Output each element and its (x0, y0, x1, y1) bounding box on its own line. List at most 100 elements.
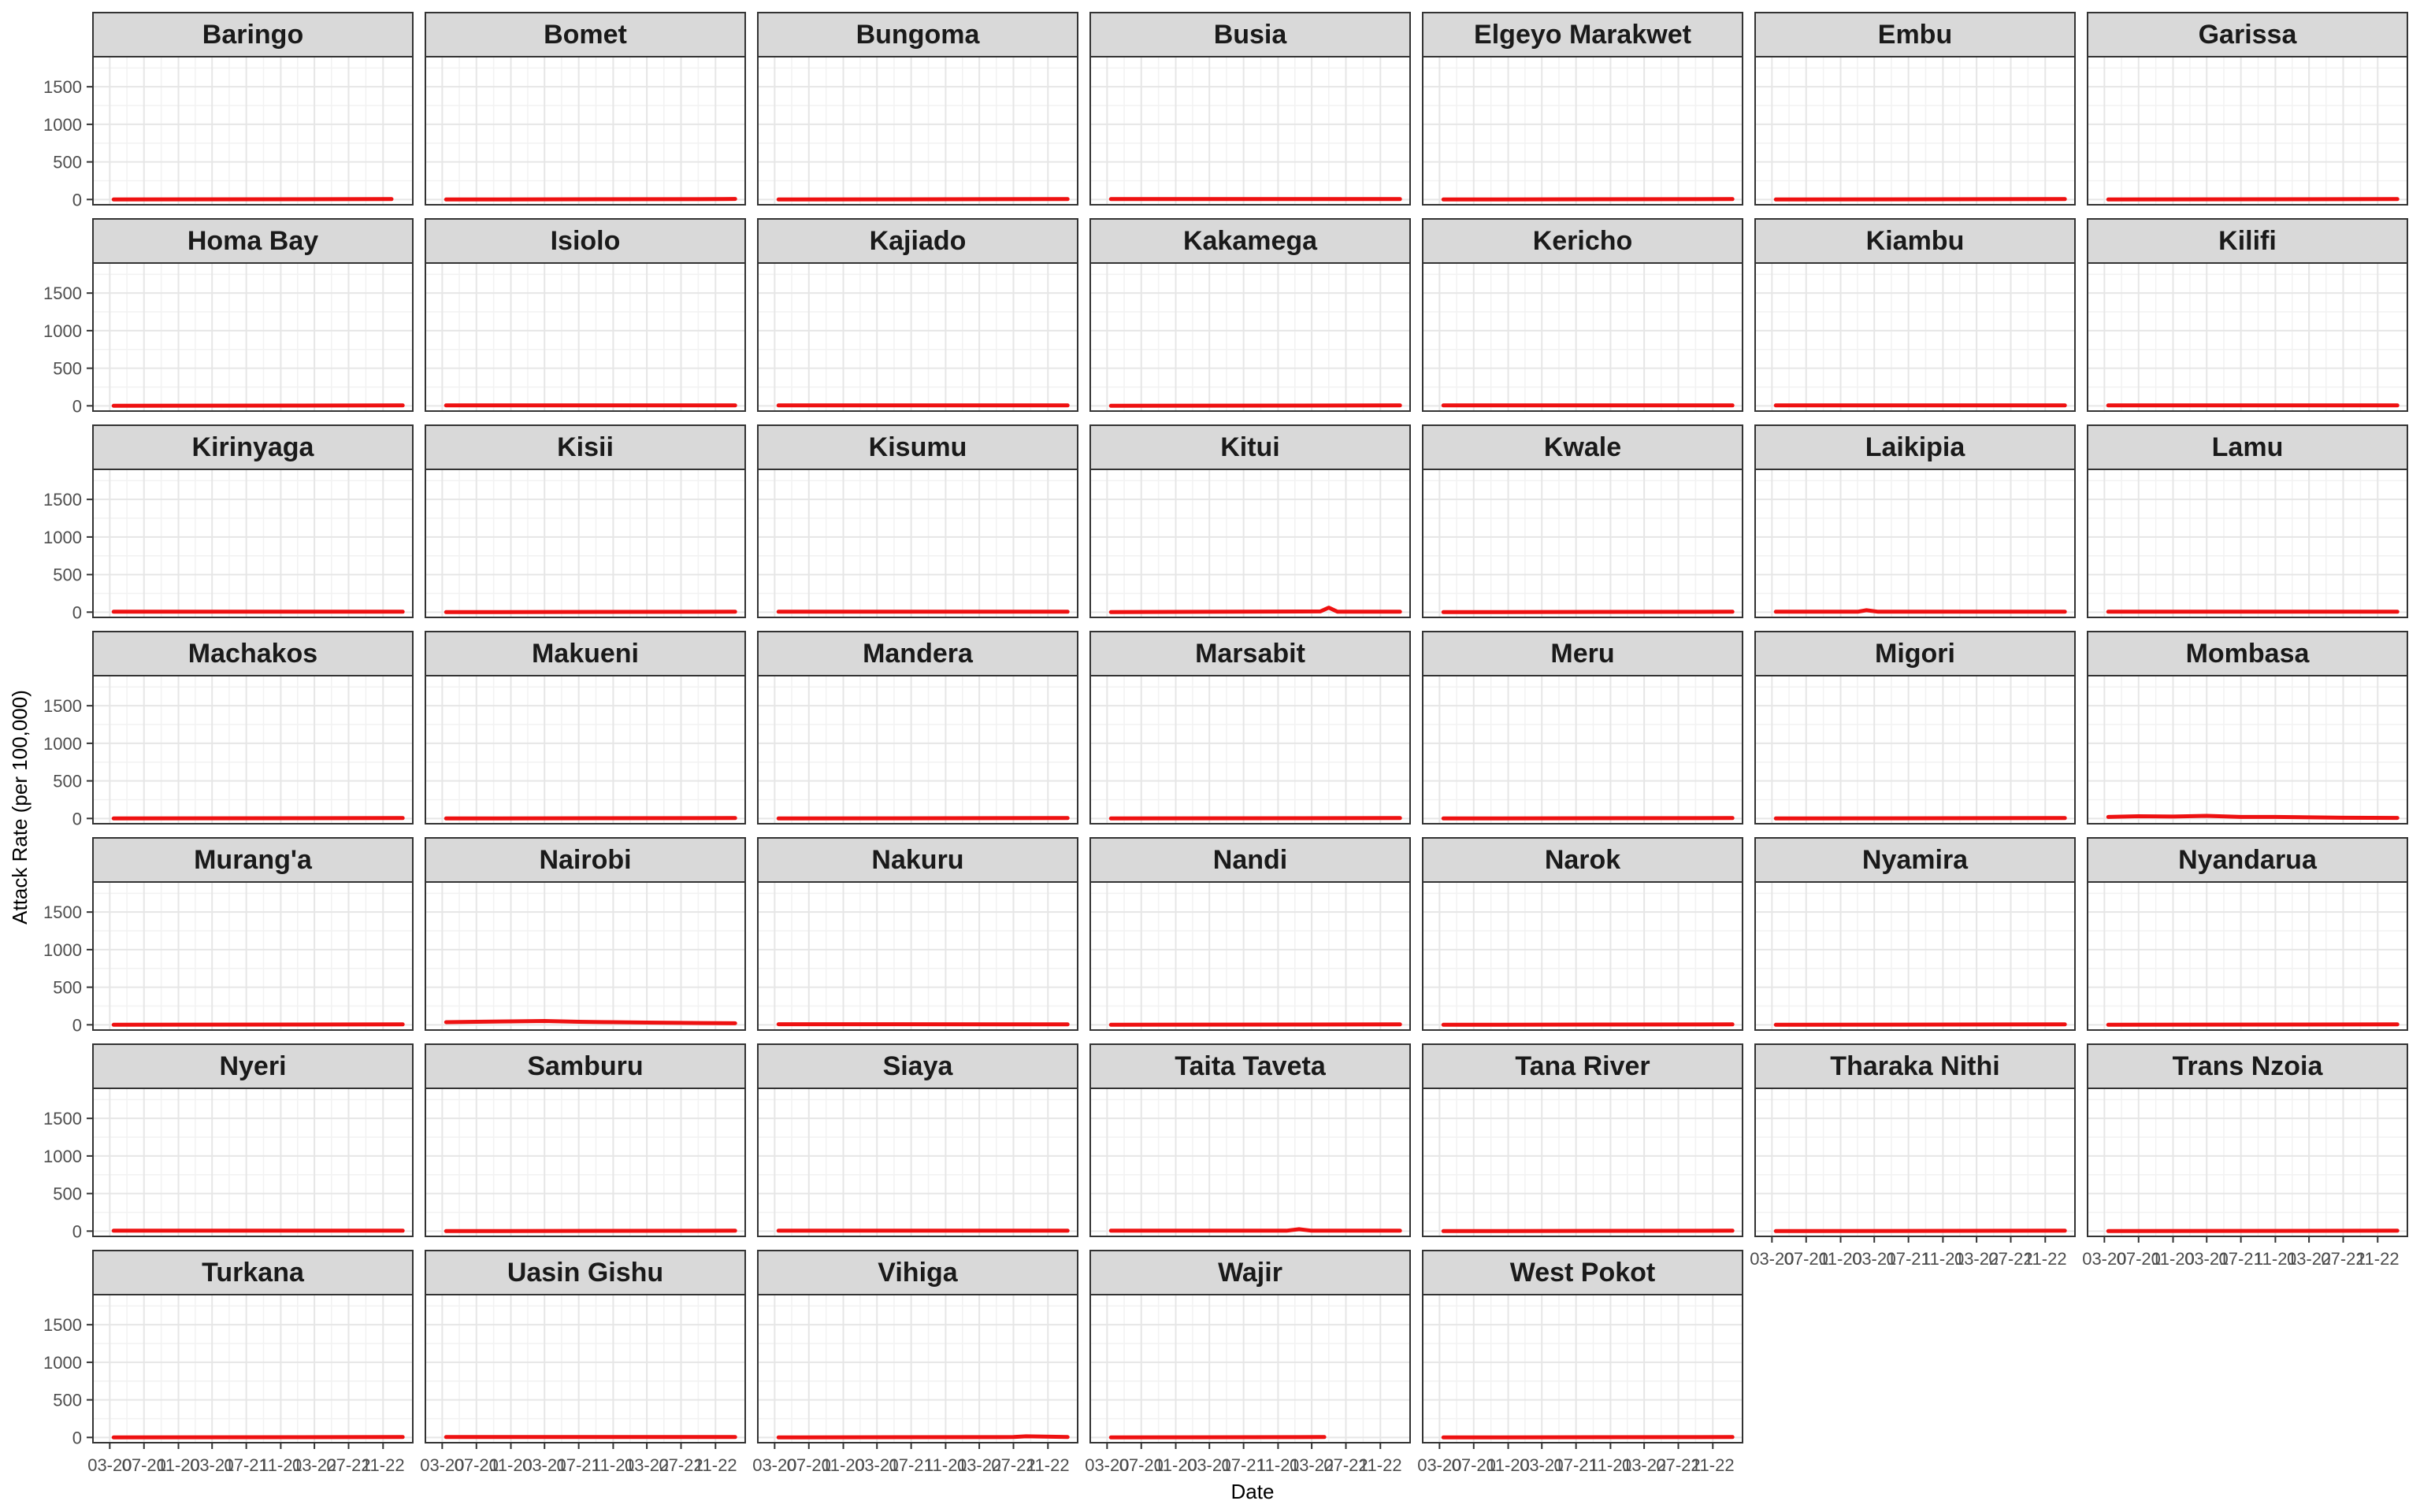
x-tick-label: 07-20 (122, 1455, 166, 1475)
panel-border (92, 469, 414, 618)
facet-strip (1754, 1043, 2076, 1089)
facet-label: Marsabit (1195, 639, 1305, 669)
facet-panel: Trans Nzoia03-2007-2011-2003-2107-2111-2… (2082, 1043, 2408, 1269)
plot-background (1423, 1088, 1743, 1236)
facet-label: Nyandarua (2178, 845, 2318, 875)
x-tick-label: 07-21 (1553, 1455, 1598, 1475)
facet-strip (757, 424, 1078, 470)
panel-border (1754, 675, 2076, 825)
facet-label: Mombasa (2186, 639, 2311, 669)
panel-border (425, 262, 746, 412)
facet-panel: Kitui (1089, 424, 1411, 618)
facet-panel: Bungoma (757, 12, 1078, 206)
x-tick-label: 03-22 (625, 1455, 669, 1475)
series-line (1441, 197, 1735, 202)
x-tick-label: 11-20 (1819, 1249, 1862, 1269)
x-tick-label: 07-21 (1221, 1455, 1265, 1475)
x-tick-label: 07-22 (1656, 1455, 1700, 1475)
panel-border (1754, 56, 2076, 206)
facet-panel: Mandera (757, 631, 1078, 825)
x-tick-label: 03-20 (1085, 1455, 1129, 1475)
x-tick-label: 03-21 (190, 1455, 234, 1475)
facet-strip (757, 218, 1078, 264)
facet-label: Nakuru (871, 845, 963, 875)
y-tick-label: 1500 (43, 490, 82, 510)
plot-background (1090, 1295, 1410, 1443)
y-tick-label: 1000 (43, 1147, 82, 1166)
x-tick-label: 07-22 (1988, 1249, 2032, 1269)
panel-border (425, 1088, 746, 1237)
plot-background (1755, 263, 2075, 411)
plot-background (425, 57, 745, 205)
plot-background (93, 469, 413, 617)
plot-background (425, 263, 745, 411)
series-line (2106, 1228, 2400, 1233)
series-line (1441, 1228, 1735, 1233)
x-tick-label: 07-21 (224, 1455, 268, 1475)
facet-strip (425, 1250, 746, 1295)
x-tick-label: 03-21 (1187, 1455, 1231, 1475)
y-tick-label: 500 (53, 565, 82, 585)
plot-background (2088, 263, 2407, 411)
plot-background (1090, 57, 1410, 205)
facet-strip (1754, 631, 2076, 676)
y-tick-label: 1500 (43, 1315, 82, 1335)
y-tick-label: 1500 (43, 284, 82, 303)
plot-background (758, 676, 1078, 824)
facet-strip (2087, 424, 2408, 470)
panel-border (1089, 262, 1411, 412)
plot-background (758, 57, 1078, 205)
panel-border (1422, 56, 1743, 206)
y-tick-label: 500 (53, 978, 82, 998)
panel-border (2087, 56, 2408, 206)
facet-panel: Tharaka Nithi03-2007-2011-2003-2107-2111… (1750, 1043, 2076, 1269)
panel-border (757, 1294, 1078, 1443)
facet-label: Bungoma (856, 20, 981, 50)
panel-border (1754, 1088, 2076, 1237)
series-line (776, 816, 1070, 821)
panel-border (92, 675, 414, 825)
facet-label: Migori (1875, 639, 1955, 669)
plot-background (2088, 882, 2407, 1030)
x-tick-label: 07-22 (326, 1455, 370, 1475)
facet-panel: Kisumu (757, 424, 1078, 618)
facet-strip (92, 1250, 414, 1295)
panel-border (92, 56, 414, 206)
panel-border (757, 262, 1078, 412)
series-line (1773, 1228, 2067, 1233)
facet-label: Nairobi (539, 845, 631, 875)
facet-label: Trans Nzoia (2173, 1051, 2324, 1081)
facet-panel: Isiolo (425, 218, 746, 412)
x-tick-label: 11-22 (362, 1455, 405, 1475)
plot-background (1423, 263, 1743, 411)
facet-panel: Vihiga 03-2007-2011-2003-2107-2111-2103-2… (752, 1250, 1078, 1475)
x-tick-label: 03-20 (87, 1455, 132, 1475)
panel-border (2087, 469, 2408, 618)
facet-panel: Tana River (1422, 1043, 1743, 1237)
plot-background (758, 1088, 1078, 1236)
x-tick-label: 07-22 (2321, 1249, 2365, 1269)
series-line (444, 197, 737, 202)
panel-border (1422, 675, 1743, 825)
facet-label: Samburu (527, 1051, 643, 1081)
series-line (1441, 610, 1735, 614)
facet-label: Nandi (1213, 845, 1287, 875)
facet-label: Narok (1545, 845, 1620, 875)
plot-background (1423, 882, 1743, 1030)
series-line (111, 1435, 405, 1440)
y-axis-title: Attack Rate (per 100,000) (8, 690, 32, 925)
facet-panel: Baringo 0 500 1000 1500 (43, 12, 414, 209)
facet-strip (1089, 837, 1411, 883)
x-tick-label: 03-20 (1750, 1249, 1794, 1269)
panel-border (425, 1294, 746, 1443)
plot-background (1423, 676, 1743, 824)
plot-background (1755, 676, 2075, 824)
plot-background (1755, 1088, 2075, 1236)
x-tick-label: 07-20 (1784, 1249, 1828, 1269)
series-line (776, 197, 1070, 202)
facet-panel: Elgeyo Marakwet (1422, 12, 1743, 206)
x-tick-label: 11-21 (2254, 1249, 2297, 1269)
y-tick-label: 1500 (43, 77, 82, 97)
facet-strip (425, 1043, 746, 1089)
y-tick-label: 1500 (43, 696, 82, 716)
